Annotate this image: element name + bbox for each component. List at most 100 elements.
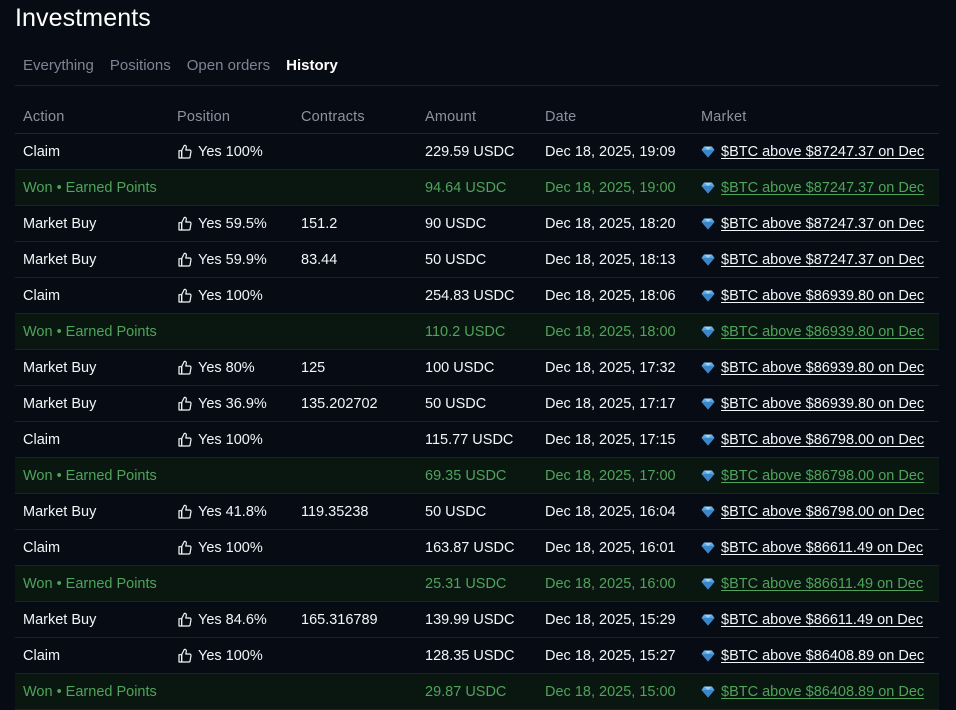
date-cell: Dec 18, 2025, 17:00 [545,467,676,484]
position-cell: Yes 100% [169,144,293,160]
action-cell: Market Buy [23,395,97,412]
position-cell: Yes 80% [169,360,293,376]
thumbs-up-icon [178,648,192,663]
tab-history[interactable]: History [286,57,338,74]
contracts-cell: 125 [301,359,326,376]
table-row: Market Buy Yes 80% 125 100 USDC Dec 18, 2025… [15,350,939,386]
market-link[interactable]: $BTC above $86939.80 on Dec [721,323,925,340]
header-action[interactable]: Action [23,108,65,125]
table-body: Claim Yes 100% 229.59 USDC Dec 18, 2025, 19… [15,134,939,710]
position-value: Yes 80% [198,359,255,376]
market-cell: $BTC above $86798.00 on Dec [693,504,939,520]
market-link[interactable]: $BTC above $87247.37 on Dec [721,143,925,160]
diamond-icon [701,578,715,589]
action-cell: Claim [23,539,61,556]
date-cell: Dec 18, 2025, 15:29 [545,611,676,628]
date-cell: Dec 18, 2025, 16:01 [545,539,676,556]
market-cell: $BTC above $86408.89 on Dec [693,684,939,700]
diamond-icon [701,686,715,697]
thumbs-up-icon [178,396,192,411]
market-cell: $BTC above $86408.89 on Dec [693,648,939,664]
diamond-icon [701,254,715,265]
table-row: Claim Yes 100% 254.83 USDC Dec 18, 2025, 18… [15,278,939,314]
market-cell: $BTC above $86798.00 on Dec [693,432,939,448]
market-link[interactable]: $BTC above $86611.49 on Dec [721,539,924,556]
date-cell: Dec 18, 2025, 18:20 [545,215,676,232]
amount-cell: 163.87 USDC [425,539,515,556]
market-cell: $BTC above $86798.00 on Dec [693,468,939,484]
amount-cell: 139.99 USDC [425,611,515,628]
thumbs-up-icon [178,216,192,231]
action-cell: Market Buy [23,251,97,268]
action-cell: Won • Earned Points [23,179,157,196]
amount-cell: 50 USDC [425,503,487,520]
market-link[interactable]: $BTC above $87247.37 on Dec [721,251,925,268]
position-value: Yes 59.5% [198,215,267,232]
diamond-icon [701,398,715,409]
market-link[interactable]: $BTC above $86798.00 on Dec [721,467,925,484]
page-title: Investments [15,4,151,32]
amount-cell: 128.35 USDC [425,647,515,664]
header-amount[interactable]: Amount [425,108,477,125]
position-cell: Yes 100% [169,432,293,448]
position-cell: Yes 100% [169,540,293,556]
tab-positions[interactable]: Positions [109,57,171,74]
position-cell: Yes 84.6% [169,612,293,628]
table-row: Claim Yes 100% 163.87 USDC Dec 18, 2025, 16… [15,530,939,566]
date-cell: Dec 18, 2025, 16:00 [545,575,676,592]
market-cell: $BTC above $86611.49 on Dec [693,612,939,628]
amount-cell: 90 USDC [425,215,487,232]
table-row: Market Buy Yes 41.8% 119.35238 50 USDC Dec 1… [15,494,939,530]
header-position[interactable]: Position [177,108,231,125]
amount-cell: 94.64 USDC [425,179,507,196]
contracts-cell: 151.2 [301,215,338,232]
tab-everything[interactable]: Everything [23,57,94,74]
market-link[interactable]: $BTC above $87247.37 on Dec [721,215,925,232]
market-link[interactable]: $BTC above $86798.00 on Dec [721,431,925,448]
position-value: Yes 100% [198,287,263,304]
position-cell: Yes 36.9% [169,396,293,412]
market-link[interactable]: $BTC above $86939.80 on Dec [721,359,925,376]
diamond-icon [701,434,715,445]
date-cell: Dec 18, 2025, 18:13 [545,251,676,268]
thumbs-up-icon [178,252,192,267]
market-link[interactable]: $BTC above $86798.00 on Dec [721,503,925,520]
amount-cell: 110.2 USDC [425,323,506,340]
table-row-won: Won • Earned Points 110.2 USDC Dec 18, 202… [15,314,939,350]
history-table: Action Position Contracts Amount Date Ma… [15,100,939,710]
diamond-icon [701,146,715,157]
date-cell: Dec 18, 2025, 18:00 [545,323,676,340]
position-value: Yes 36.9% [198,395,267,412]
diamond-icon [701,506,715,517]
action-cell: Claim [23,431,61,448]
market-cell: $BTC above $86611.49 on Dec [693,576,939,592]
thumbs-up-icon [178,504,192,519]
header-market[interactable]: Market [701,108,747,125]
position-value: Yes 100% [198,539,263,556]
action-cell: Won • Earned Points [23,467,157,484]
market-cell: $BTC above $86939.80 on Dec [693,360,939,376]
market-link[interactable]: $BTC above $86939.80 on Dec [721,395,925,412]
amount-cell: 25.31 USDC [425,575,507,592]
contracts-cell: 119.35238 [301,503,369,520]
position-value: Yes 100% [198,431,263,448]
header-contracts[interactable]: Contracts [301,108,365,125]
diamond-icon [701,542,715,553]
diamond-icon [701,650,715,661]
diamond-icon [701,182,715,193]
thumbs-up-icon [178,612,192,627]
position-value: Yes 84.6% [198,611,267,628]
market-link[interactable]: $BTC above $86408.89 on Dec [721,683,925,700]
market-link[interactable]: $BTC above $86939.80 on Dec [721,287,925,304]
market-link[interactable]: $BTC above $86611.49 on Dec [721,611,924,628]
table-row-won: Won • Earned Points 29.87 USDC Dec 18, 202… [15,674,939,710]
market-link[interactable]: $BTC above $87247.37 on Dec [721,179,925,196]
market-link[interactable]: $BTC above $86408.89 on Dec [721,647,925,664]
market-link[interactable]: $BTC above $86611.49 on Dec [721,575,924,592]
table-row: Market Buy Yes 59.5% 151.2 90 USDC Dec 18, 2… [15,206,939,242]
header-date[interactable]: Date [545,108,577,125]
tab-open-orders[interactable]: Open orders [186,57,271,74]
action-cell: Claim [23,143,61,160]
date-cell: Dec 18, 2025, 17:32 [545,359,676,376]
date-cell: Dec 18, 2025, 15:00 [545,683,676,700]
